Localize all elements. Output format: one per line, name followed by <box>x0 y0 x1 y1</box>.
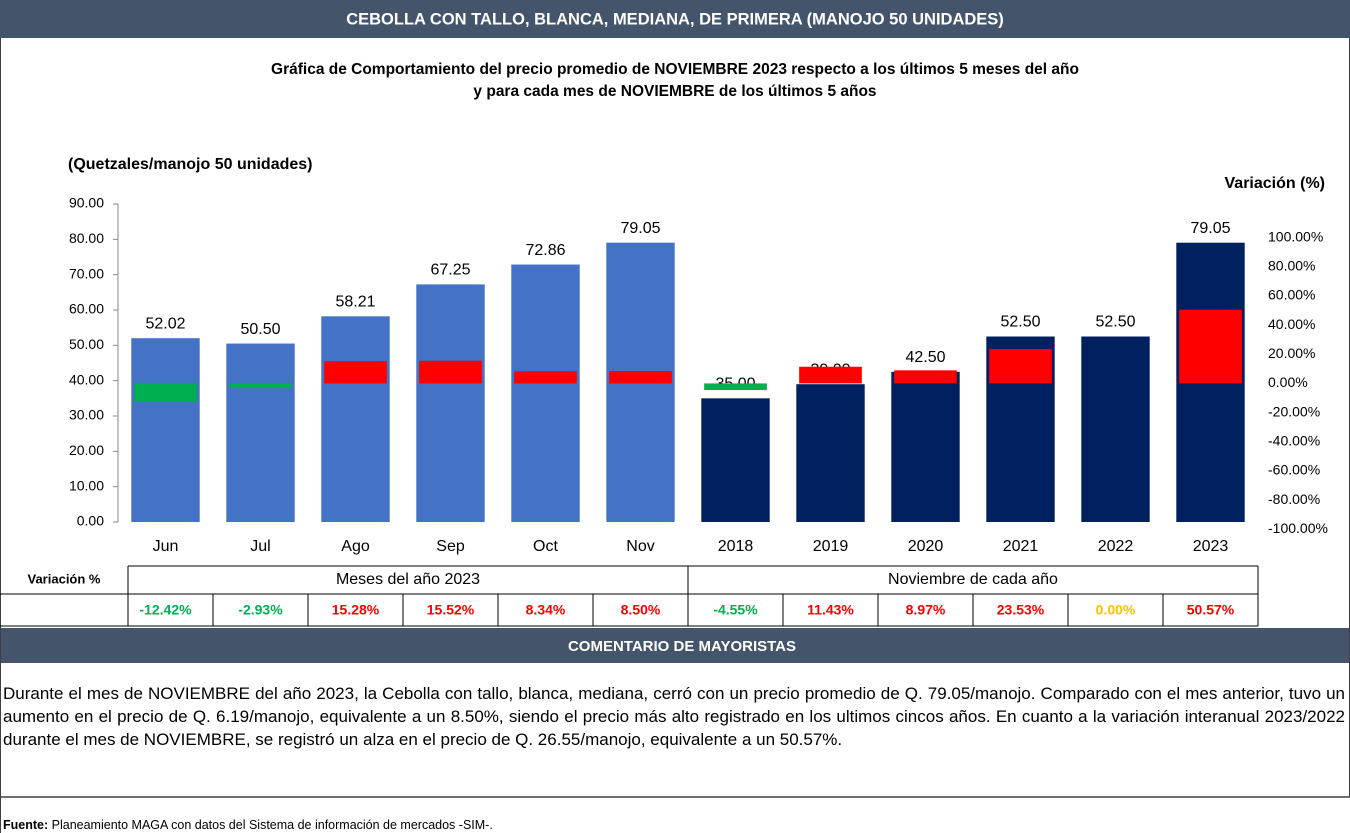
data-label: 58.21 <box>335 294 375 311</box>
variation-bar <box>419 360 482 384</box>
y-tick-label: 50.00 <box>69 336 104 352</box>
x-tick-label: 2023 <box>1193 538 1229 555</box>
chart-title: y para cada mes de NOVIEMBRE de los últi… <box>473 83 876 100</box>
bar <box>226 343 295 522</box>
variation-bar <box>514 371 577 384</box>
x-tick-label: Jun <box>153 538 179 555</box>
bar <box>416 284 485 522</box>
variation-bar <box>799 366 862 384</box>
comment-title: COMENTARIO DE MAYORISTAS <box>568 638 796 655</box>
x-tick-label: Ago <box>341 538 370 555</box>
variation-bar <box>894 370 957 384</box>
variation-label: -4.55% <box>713 602 758 618</box>
y2-tick-label: 0.00% <box>1268 374 1308 390</box>
variation-label: -2.93% <box>238 602 283 618</box>
variation-bar <box>134 383 197 402</box>
data-label: 79.05 <box>1190 220 1230 237</box>
y-tick-label: 70.00 <box>69 265 104 281</box>
y2-tick-label: -40.00% <box>1268 432 1320 448</box>
data-label: 72.86 <box>525 242 565 259</box>
y2-tick-label: 60.00% <box>1268 287 1315 303</box>
y2-tick-label: -80.00% <box>1268 491 1320 507</box>
y-tick-label: 80.00 <box>69 230 104 246</box>
bar <box>701 398 770 522</box>
y2-tick-label: 40.00% <box>1268 316 1315 332</box>
y2-tick-label: -20.00% <box>1268 403 1320 419</box>
variation-label: 15.28% <box>332 602 380 618</box>
variation-bar <box>609 371 672 384</box>
header-bar <box>0 0 1350 38</box>
y2-tick-label: 100.00% <box>1268 228 1323 244</box>
y2-axis-label: Variación (%) <box>1225 175 1325 192</box>
bar <box>131 338 200 522</box>
variation-label: -12.42% <box>139 602 192 618</box>
x-tick-label: 2018 <box>718 538 754 555</box>
bar <box>321 316 390 522</box>
data-label: 50.50 <box>240 321 280 338</box>
y2-tick-label: -100.00% <box>1268 520 1328 536</box>
x-tick-label: Nov <box>626 538 654 555</box>
bar <box>796 384 865 522</box>
y-tick-label: 90.00 <box>69 195 104 211</box>
data-label: 79.05 <box>620 220 660 237</box>
variation-label: 8.34% <box>526 602 566 618</box>
y2-tick-label: 80.00% <box>1268 257 1315 273</box>
data-label: 42.50 <box>905 349 945 366</box>
data-label: 52.02 <box>145 315 185 332</box>
table-group-header: Meses del año 2023 <box>336 571 480 588</box>
table-row-label: Variación % <box>28 571 101 586</box>
y-tick-label: 0.00 <box>77 513 104 529</box>
y-tick-label: 10.00 <box>69 477 104 493</box>
y2-tick-label: 20.00% <box>1268 345 1315 361</box>
comment-text: Durante el mes de NOVIEMBRE del año 2023… <box>3 684 1345 749</box>
y-axis-label: (Quetzales/manojo 50 unidades) <box>68 156 313 173</box>
variation-label: 23.53% <box>997 602 1045 618</box>
bar <box>511 264 580 522</box>
variation-bar <box>704 383 767 391</box>
x-tick-label: Jul <box>250 538 270 555</box>
source-label: Fuente: <box>3 818 49 832</box>
variation-label: 8.50% <box>621 602 661 618</box>
x-tick-label: Sep <box>436 538 465 555</box>
variation-label: 8.97% <box>906 602 946 618</box>
y-tick-label: 40.00 <box>69 371 104 387</box>
variation-bar <box>989 349 1052 384</box>
data-label: 52.50 <box>1095 314 1135 331</box>
bar <box>1081 336 1150 522</box>
variation-label: 15.52% <box>427 602 475 618</box>
source: Fuente: Planeamiento MAGA con datos del … <box>3 818 493 832</box>
table-group-header: Noviembre de cada año <box>888 571 1058 588</box>
variation-bar <box>229 383 292 388</box>
variation-label: 0.00% <box>1096 602 1136 618</box>
y2-tick-label: -60.00% <box>1268 462 1320 478</box>
header-title: CEBOLLA CON TALLO, BLANCA, MEDIANA, DE P… <box>346 10 1004 28</box>
variation-label: 11.43% <box>807 602 854 618</box>
variation-label: 50.57% <box>1187 602 1235 618</box>
source-text: Planeamiento MAGA con datos del Sistema … <box>51 818 493 832</box>
x-tick-label: Oct <box>533 538 558 555</box>
y-tick-label: 20.00 <box>69 442 104 458</box>
data-label: 52.50 <box>1000 314 1040 331</box>
chart-title: Gráfica de Comportamiento del precio pro… <box>271 61 1079 78</box>
comment-bar <box>0 628 1350 663</box>
x-tick-label: 2019 <box>813 538 849 555</box>
bar <box>891 371 960 522</box>
variation-bar <box>324 361 387 384</box>
y-tick-label: 30.00 <box>69 407 104 423</box>
x-tick-label: 2020 <box>908 538 944 555</box>
data-label: 67.25 <box>430 262 470 279</box>
x-tick-label: 2022 <box>1098 538 1134 555</box>
y-tick-label: 60.00 <box>69 301 104 317</box>
x-tick-label: 2021 <box>1003 538 1039 555</box>
variation-bar <box>1179 309 1242 384</box>
